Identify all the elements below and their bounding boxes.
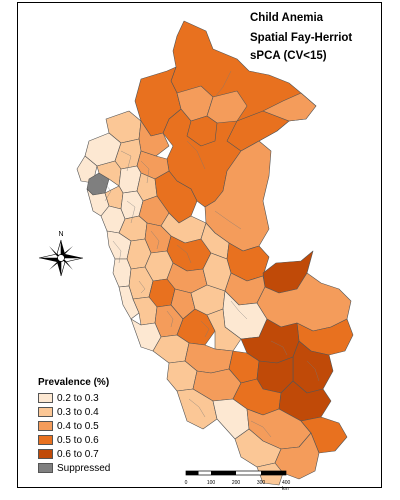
region-north-d [186, 115, 218, 147]
map-frame: N [17, 2, 382, 488]
legend-label: 0.5 to 0.6 [57, 434, 99, 446]
legend-title: Prevalence (%) [38, 377, 110, 388]
peru-choropleth-map: N [38, 20, 354, 486]
legend-swatch [38, 393, 53, 403]
legend-item: Suppressed [38, 461, 110, 475]
scale-label: 200 [231, 480, 241, 486]
legend-swatch [38, 421, 53, 431]
map-title-line1: Child Anemia [250, 12, 324, 24]
scale-label: 0 [184, 480, 188, 486]
map-title-line3: sPCA (CV<15) [250, 50, 327, 62]
legend-label: Suppressed [57, 462, 111, 474]
region-nw-6 [76, 155, 98, 184]
scale-bar: 0 100 200 300 400 km [180, 468, 300, 492]
north-arrow-icon: N [38, 231, 84, 277]
legend-item: 0.6 to 0.7 [38, 447, 110, 461]
legend-swatch [38, 449, 53, 459]
scale-label: 400 km [282, 480, 291, 492]
legend-item: 0.5 to 0.6 [38, 433, 110, 447]
region-north-a [134, 66, 182, 137]
region-sc-5 [206, 308, 242, 352]
legend-label: 0.6 to 0.7 [57, 448, 99, 460]
legend-swatch [38, 407, 53, 417]
legend-label: 0.2 to 0.3 [57, 392, 99, 404]
legend: Prevalence (%) 0.2 to 0.3 0.3 to 0.4 0.4… [38, 377, 110, 475]
legend-swatch [38, 463, 53, 473]
legend-label: 0.3 to 0.4 [57, 406, 99, 418]
legend-item: 0.4 to 0.5 [38, 419, 110, 433]
legend-label: 0.4 to 0.5 [57, 420, 99, 432]
north-arrow-label: N [58, 231, 63, 238]
map-title-line2: Spatial Fay-Herriot [250, 32, 353, 44]
scale-label: 300 [256, 480, 266, 486]
legend-item: 0.3 to 0.4 [38, 405, 110, 419]
region-ne-b [262, 92, 317, 122]
legend-item: 0.2 to 0.3 [38, 391, 110, 405]
scale-label: 100 [206, 480, 216, 486]
region-lima-1 [112, 258, 132, 288]
legend-swatch [38, 435, 53, 445]
